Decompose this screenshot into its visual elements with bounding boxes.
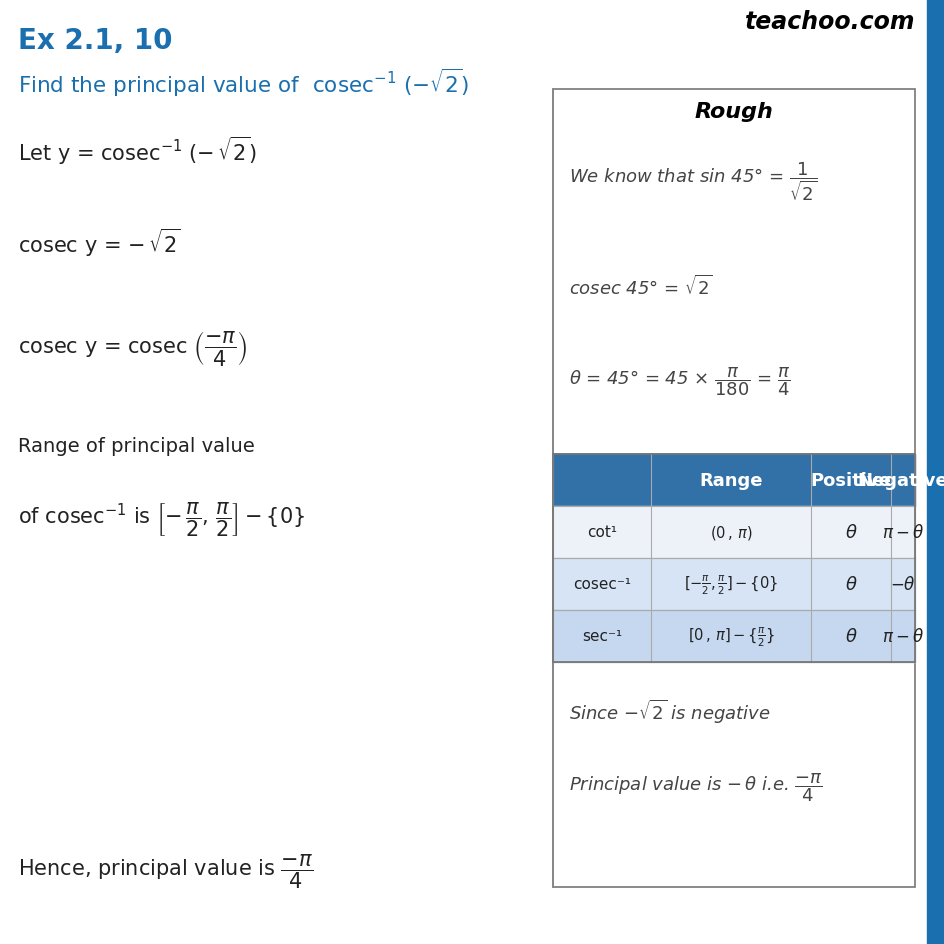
Text: of cosec$^{-1}$ is $\left[-\,\dfrac{\pi}{2},\,\dfrac{\pi}{2}\right] - \{0\}$: of cosec$^{-1}$ is $\left[-\,\dfrac{\pi}… xyxy=(18,499,305,538)
Bar xyxy=(552,611,914,663)
Bar xyxy=(552,507,914,559)
Text: Range: Range xyxy=(699,471,762,490)
Text: Find the principal value of  cosec$^{-1}$ $(-\sqrt{2})$: Find the principal value of cosec$^{-1}$… xyxy=(18,67,469,99)
Bar xyxy=(552,663,914,887)
Text: cot¹: cot¹ xyxy=(586,525,616,540)
Bar xyxy=(926,0,944,944)
Bar xyxy=(552,559,914,611)
Text: $-\theta$: $-\theta$ xyxy=(889,576,915,594)
Text: $[-\frac{\pi}{2},\frac{\pi}{2}] - \{0\}$: $[-\frac{\pi}{2},\frac{\pi}{2}] - \{0\}$ xyxy=(683,573,777,596)
Text: $\pi - \theta$: $\pi - \theta$ xyxy=(881,628,923,646)
Text: Hence, principal value is $\dfrac{-\pi}{4}$: Hence, principal value is $\dfrac{-\pi}{… xyxy=(18,851,313,889)
Bar xyxy=(552,90,914,454)
Text: Ex 2.1, 10: Ex 2.1, 10 xyxy=(18,27,173,55)
Text: teachoo.com: teachoo.com xyxy=(744,10,914,34)
Text: $\theta$: $\theta$ xyxy=(844,576,856,594)
Text: $(0\,,\,\pi)$: $(0\,,\,\pi)$ xyxy=(709,523,751,542)
Text: Principal value is $-\,\theta$ i.e. $\dfrac{-\pi}{4}$: Principal value is $-\,\theta$ i.e. $\df… xyxy=(568,770,822,802)
Text: cosec y = cosec $\left(\dfrac{-\pi}{4}\right)$: cosec y = cosec $\left(\dfrac{-\pi}{4}\r… xyxy=(18,329,247,367)
Text: cosec y = $-\,\sqrt{2}$: cosec y = $-\,\sqrt{2}$ xyxy=(18,227,181,259)
Text: sec⁻¹: sec⁻¹ xyxy=(582,629,621,644)
Text: Positive: Positive xyxy=(810,471,890,490)
Bar xyxy=(552,454,914,663)
Text: cosec 45° = $\sqrt{2}$: cosec 45° = $\sqrt{2}$ xyxy=(568,275,712,299)
Text: We know that sin 45° = $\dfrac{1}{\sqrt{2}}$: We know that sin 45° = $\dfrac{1}{\sqrt{… xyxy=(568,160,817,203)
Text: Let y = cosec$^{-1}$ $(-\,\sqrt{2})$: Let y = cosec$^{-1}$ $(-\,\sqrt{2})$ xyxy=(18,135,257,167)
Text: $\theta$: $\theta$ xyxy=(844,628,856,646)
Text: Negative: Negative xyxy=(857,471,944,490)
Text: cosec⁻¹: cosec⁻¹ xyxy=(572,577,631,592)
Text: Range of principal value: Range of principal value xyxy=(18,436,255,456)
Text: $\theta$: $\theta$ xyxy=(844,523,856,542)
Text: Since $-\sqrt{2}$ is negative: Since $-\sqrt{2}$ is negative xyxy=(568,698,770,725)
Text: $\theta$ = 45° = 45 $\times$ $\dfrac{\pi}{180}$ = $\dfrac{\pi}{4}$: $\theta$ = 45° = 45 $\times$ $\dfrac{\pi… xyxy=(568,364,790,397)
Bar xyxy=(552,454,914,507)
Text: Rough: Rough xyxy=(694,102,772,122)
Text: $\pi - \theta$: $\pi - \theta$ xyxy=(881,523,923,542)
Text: $[0\,,\,\pi] - \{\frac{\pi}{2}\}$: $[0\,,\,\pi] - \{\frac{\pi}{2}\}$ xyxy=(687,625,774,648)
